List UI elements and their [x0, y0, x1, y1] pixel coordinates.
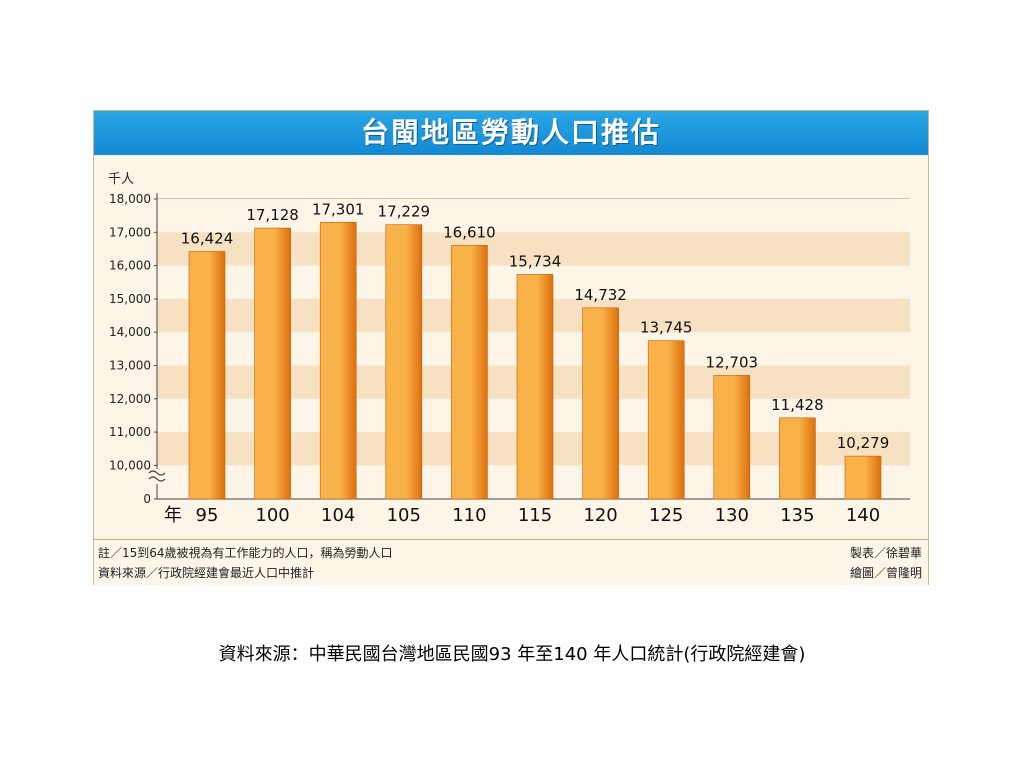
note-area: 註／15到64歲被視為有工作能力的人口，稱為勞動人口 資料來源／行政院經建會最近… [94, 539, 928, 585]
bar [779, 417, 816, 500]
y-tick-label: 14,000 [109, 325, 151, 339]
data-label: 16,424 [181, 229, 234, 247]
axis-break-icon [148, 476, 166, 482]
bar [713, 375, 751, 500]
data-label: 15,734 [509, 252, 562, 270]
bar [188, 251, 226, 500]
data-label: 17,301 [312, 200, 365, 218]
y-tick-label: 11,000 [109, 425, 151, 439]
x-tick-label: 130 [715, 505, 749, 526]
bar [647, 340, 685, 500]
axis-break-icon [148, 470, 166, 476]
note-table-author: 製表／徐碧華 [849, 546, 922, 560]
chart-figure: 台閩地區勞動人口推估 千人 0 10,000 11,000 12,000 13,000 14… [93, 110, 929, 585]
x-tick-label: 110 [452, 505, 486, 526]
data-label: 10,279 [837, 434, 890, 452]
figure-caption: 資料來源：中華民國台灣地區民國93 年至140 年人口統計(行政院經建會) [218, 644, 806, 665]
bar [516, 274, 554, 500]
x-axis-label: 年 [164, 505, 182, 526]
data-label: 14,732 [574, 286, 627, 304]
bar [451, 244, 488, 500]
data-label: 13,745 [640, 319, 693, 337]
note-illustrator: 繪圖／曾隆明 [849, 566, 922, 580]
y-tick-label: 17,000 [109, 225, 151, 239]
x-tick-label: 140 [846, 505, 880, 526]
bar [582, 307, 619, 500]
bar [844, 455, 882, 500]
y-tick-label: 0 [143, 492, 151, 506]
x-tick-label: 135 [780, 505, 814, 526]
x-tick-label: 100 [255, 505, 289, 526]
data-label: 17,128 [246, 206, 299, 224]
note-source: 資料來源／行政院經建會最近人口中推計 [98, 566, 315, 580]
y-tick-label: 12,000 [109, 392, 151, 406]
bar [254, 227, 291, 500]
note-definition: 註／15到64歲被視為有工作能力的人口，稱為勞動人口 [98, 546, 393, 560]
data-label: 12,703 [706, 353, 759, 371]
bar-chart: 千人 0 10,000 11,000 12,000 13,000 14,000 15,000 1… [108, 172, 910, 526]
x-tick-label: 120 [583, 505, 617, 526]
x-tick-label: 105 [387, 505, 421, 526]
x-tick-label: 95 [196, 505, 219, 526]
x-tick-label: 125 [649, 505, 683, 526]
grid-line-top [157, 198, 910, 199]
bar [385, 224, 423, 500]
y-axis-unit: 千人 [108, 172, 134, 187]
bar [319, 221, 357, 500]
data-label: 17,229 [378, 203, 431, 221]
chart-title: 台閩地區勞動人口推估 [360, 116, 661, 149]
x-tick-label: 104 [321, 505, 355, 526]
y-tick-label: 10,000 [109, 458, 151, 472]
y-tick-label: 16,000 [109, 259, 151, 273]
y-tick-label: 15,000 [109, 292, 151, 306]
data-label: 11,428 [771, 396, 824, 414]
data-label: 16,610 [443, 223, 496, 241]
y-tick-label: 18,000 [109, 192, 151, 206]
x-tick-label: 115 [518, 505, 552, 526]
title-bar [94, 111, 928, 155]
y-tick-label: 13,000 [109, 359, 151, 373]
